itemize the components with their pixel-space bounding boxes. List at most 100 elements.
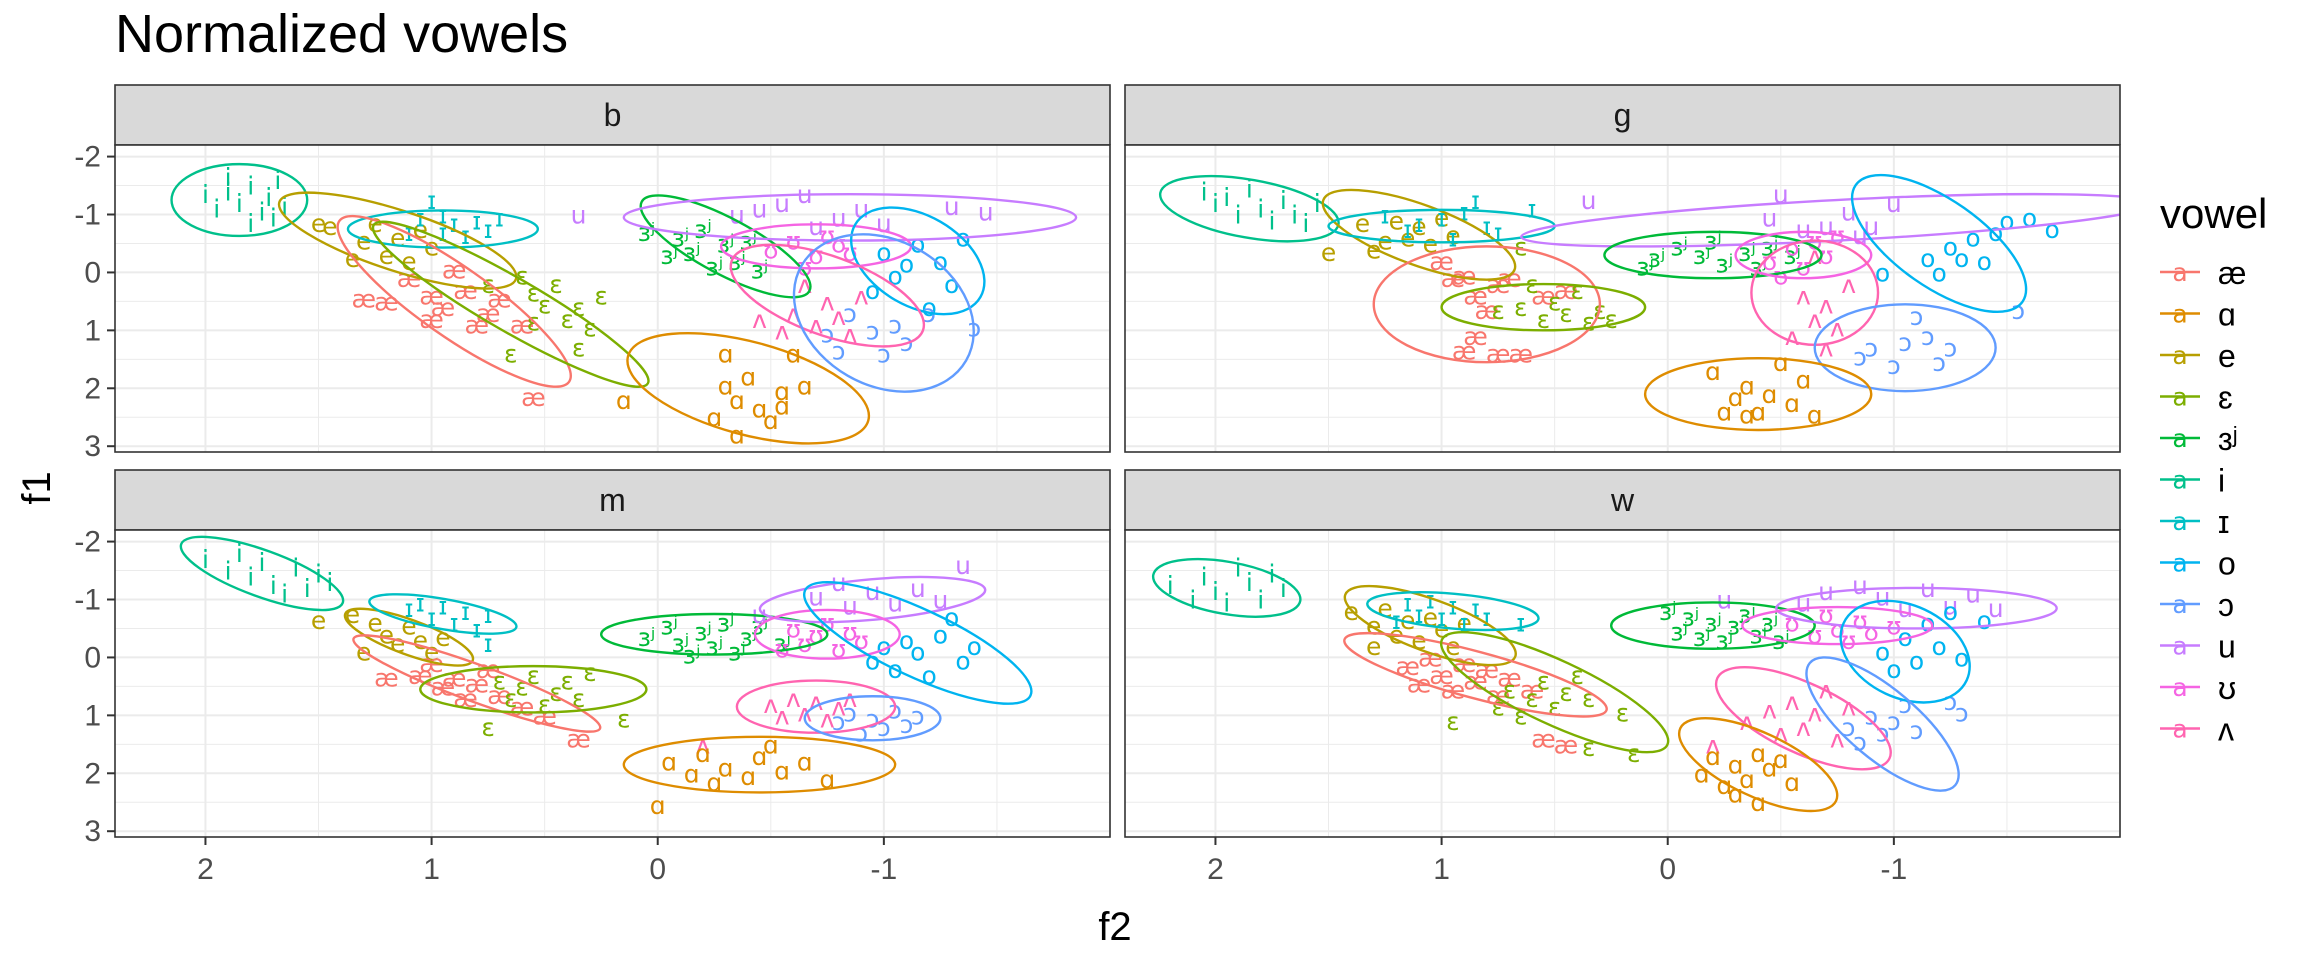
vowel-point: ʌ: [786, 684, 801, 713]
panel-border: [114, 529, 1111, 838]
vowel-point: ɔ: [1932, 348, 1946, 377]
vowel-point: o: [955, 646, 970, 675]
vowel-point: ɔ: [900, 710, 914, 739]
y-axis-title: f1: [15, 471, 59, 504]
chart-title: Normalized vowels: [115, 4, 568, 64]
vowel-point: ɛ: [1503, 675, 1517, 704]
vowel-point: o: [899, 250, 914, 279]
vowel-point: ʌ: [775, 701, 790, 730]
vowel-point: æ: [1520, 675, 1545, 704]
vowel-point: u: [865, 577, 881, 606]
vowel-point: i: [1235, 554, 1242, 583]
vowel-point: i: [225, 557, 232, 586]
vowel-point: æ: [1531, 725, 1556, 754]
vowel-point: i: [225, 163, 232, 192]
confidence-ellipse: [368, 593, 518, 635]
vowel-point: ɪ: [1414, 209, 1423, 238]
vowel-point: i: [270, 203, 277, 232]
confidence-ellipse: [336, 214, 572, 388]
confidence-ellipse: [1372, 245, 1602, 364]
legend-label: u: [2218, 629, 2236, 665]
vowel-point: æ: [1554, 276, 1579, 305]
vowel-point: ɔ: [911, 701, 925, 730]
vowel-point: ɛ: [583, 658, 597, 687]
vowel-point: ʊ: [808, 241, 823, 270]
confidence-ellipse: [1643, 356, 1873, 432]
vowel-point: i: [1291, 201, 1298, 230]
vowel-point: o: [2045, 215, 2060, 244]
vowel-point: o: [1977, 247, 1992, 276]
y-tick-label: -1: [74, 199, 101, 232]
vowel-point: u: [1818, 577, 1834, 606]
legend-key-glyph: a: [2172, 383, 2187, 412]
vowel-point: ɜʲ: [739, 623, 757, 652]
vowel-point: ɑ: [763, 730, 779, 759]
vowel-point: ɔ: [832, 337, 846, 366]
vowel-point: ɑ: [1705, 742, 1721, 771]
vowel-point: ɪ: [450, 609, 459, 638]
vowel-point: æ: [351, 285, 376, 314]
legend-key-glyph: a: [2172, 424, 2187, 453]
vowel-point: ɛ: [617, 704, 631, 733]
vowel-point: ɛ: [594, 282, 608, 311]
vowel-point: o: [1909, 646, 1924, 675]
vowel-point: ɜʲ: [1693, 241, 1711, 270]
legend-key-glyph: a: [2172, 258, 2187, 287]
vowel-point: ɑ: [1705, 357, 1721, 386]
confidence-ellipse: [1439, 631, 1670, 754]
vowel-point: i: [1269, 206, 1276, 235]
facet-strip-label: b: [604, 97, 622, 133]
legend-label: e: [2218, 338, 2236, 374]
vowel-point: e: [311, 209, 326, 238]
vowel-point: æ: [487, 681, 512, 710]
vowel-point: i: [1212, 577, 1219, 606]
vowel-point: ɛ: [538, 290, 552, 319]
vowel-point: u: [808, 583, 824, 612]
vowel-point: ɪ: [483, 215, 492, 244]
legend-label: o: [2218, 546, 2236, 582]
vowel-point: ɔ: [843, 299, 857, 328]
vowel-point: ʊ: [831, 635, 846, 664]
confidence-ellipse: [1343, 584, 1517, 667]
vowel-point: o: [921, 293, 936, 322]
vowel-point: ʌ: [820, 287, 835, 316]
vowel-point: ɪ: [427, 603, 436, 632]
vowel-point: i: [1257, 195, 1264, 224]
vowel-point: ɔ: [1887, 351, 1901, 380]
vowel-point: ɪ: [1471, 186, 1480, 215]
vowel-point: ʊ: [763, 235, 778, 264]
confidence-ellipse: [1343, 631, 1608, 718]
confidence-ellipse: [802, 581, 1033, 705]
vowel-point: u: [1762, 203, 1778, 232]
confidence-ellipse: [1677, 716, 1839, 813]
vowel-point: æ: [1429, 661, 1454, 690]
vowel-point: i: [281, 192, 288, 221]
confidence-ellipse: [1734, 230, 1873, 280]
vowel-point: ɛ: [1559, 299, 1573, 328]
vowel-point: i: [236, 539, 243, 568]
vowel-point: ɑ: [718, 371, 734, 400]
vowel-point: ɛ: [1548, 287, 1562, 316]
vowel-point: o: [1875, 638, 1890, 667]
vowel-point: ɜʲ: [694, 215, 712, 244]
vowel-point: u: [932, 586, 948, 615]
vowel-point: ɜʲ: [660, 241, 678, 270]
vowel-point: ɪ: [1482, 603, 1491, 632]
vowel-point: i: [292, 554, 299, 583]
vowel-point: u: [1581, 186, 1597, 215]
vowel-point: ɑ: [797, 748, 813, 777]
vowel-point: ɔ: [1864, 334, 1878, 363]
vowel-point: ɑ: [1728, 383, 1744, 412]
vowel-point: ɪ: [1482, 212, 1491, 241]
vowel-point: u: [752, 195, 768, 224]
vowel-point: ɪ: [404, 218, 413, 247]
vowel-point: i: [304, 574, 311, 603]
vowel-point: æ: [1463, 282, 1488, 311]
vowel-point: ɔ: [843, 698, 857, 727]
vowel-point: i: [1223, 588, 1230, 617]
vowel-point: ɑ: [774, 756, 790, 785]
